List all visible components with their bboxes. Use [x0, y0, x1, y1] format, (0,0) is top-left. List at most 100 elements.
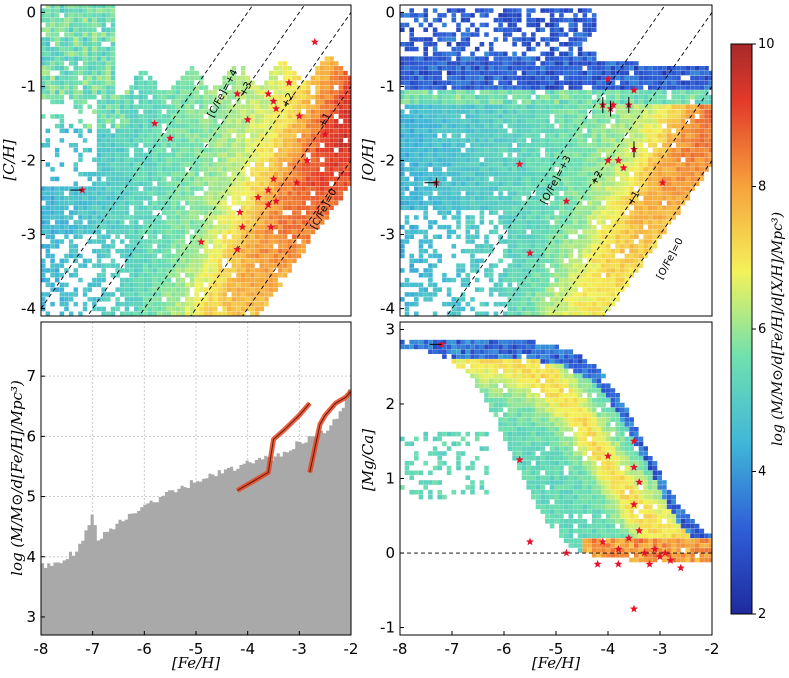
- heatmap-cell: [64, 128, 69, 134]
- heatmap-cell: [549, 99, 555, 105]
- heatmap-cell: [493, 56, 499, 61]
- heatmap-cell: [428, 147, 433, 153]
- heatmap-cell: [474, 94, 480, 100]
- heatmap-cell: [418, 56, 424, 61]
- star-marker: [197, 237, 206, 246]
- heatmap-cell: [432, 234, 438, 239]
- heatmap-cell: [194, 301, 199, 307]
- heatmap-cell: [64, 200, 69, 206]
- heatmap-cell: [254, 181, 260, 186]
- heatmap-cell: [329, 171, 334, 177]
- heatmap-cell: [213, 167, 218, 172]
- heatmap-cell: [451, 104, 457, 109]
- heatmap-cell: [68, 229, 74, 235]
- heatmap-cell: [203, 138, 209, 143]
- heatmap-cell: [222, 133, 227, 138]
- heatmap-cell: [460, 162, 466, 167]
- heatmap-cell: [166, 239, 171, 244]
- heatmap-cell: [273, 133, 278, 138]
- heatmap-cell: [442, 133, 447, 138]
- heatmap-cell: [423, 99, 428, 105]
- heatmap-cell: [437, 37, 442, 42]
- heatmap-cell: [59, 186, 65, 191]
- heatmap-cell: [82, 13, 88, 18]
- heatmap-cell: [41, 224, 46, 230]
- heatmap-cell: [409, 104, 414, 109]
- heatmap-cell: [451, 80, 457, 85]
- heatmap-cell: [296, 210, 302, 215]
- heatmap-cell: [87, 128, 92, 134]
- heatmap-cell: [577, 56, 583, 61]
- heatmap-cell: [521, 61, 527, 66]
- heatmap-cell: [587, 32, 592, 37]
- heatmap-cell: [41, 220, 46, 225]
- heatmap-cell: [45, 143, 51, 148]
- heatmap-cell: [250, 273, 255, 278]
- heatmap-cell: [465, 162, 471, 167]
- heatmap-cell: [582, 186, 588, 191]
- heatmap-cell: [250, 234, 255, 239]
- heatmap-cell: [54, 37, 60, 42]
- heatmap-cell: [526, 273, 531, 278]
- heatmap-cell: [573, 17, 578, 23]
- heatmap-cell: [166, 133, 171, 138]
- heatmap-cell: [315, 191, 320, 196]
- heatmap-cell: [437, 186, 442, 191]
- heatmap-cell: [152, 205, 158, 211]
- heatmap-cell: [535, 205, 541, 211]
- heatmap-cell: [540, 244, 545, 249]
- heatmap-cell: [535, 297, 541, 302]
- heatmap-cell: [404, 186, 410, 191]
- heatmap-cell: [442, 66, 447, 71]
- heatmap-cell: [301, 143, 306, 148]
- heatmap-cell: [306, 186, 311, 191]
- heatmap-cell: [484, 22, 489, 28]
- heatmap-cell: [143, 229, 148, 235]
- heatmap-cell: [474, 138, 480, 143]
- heatmap-cell: [423, 13, 428, 18]
- heatmap-cell: [175, 220, 181, 225]
- heatmap-cell: [50, 167, 55, 172]
- heatmap-cell: [587, 205, 592, 211]
- heatmap-cell: [254, 157, 260, 162]
- heatmap-cell: [287, 239, 292, 244]
- heatmap-cell: [498, 94, 503, 100]
- heatmap-cell: [236, 133, 241, 138]
- heatmap-cell: [306, 220, 311, 225]
- heatmap-cell: [432, 114, 438, 119]
- heatmap-cell: [479, 162, 485, 167]
- heatmap-cell: [287, 109, 292, 114]
- heatmap-cell: [259, 94, 264, 100]
- heatmap-cell: [535, 200, 541, 206]
- heatmap-cell: [282, 229, 288, 235]
- heatmap-cloud-carbon: [41, 5, 351, 316]
- heatmap-cell: [470, 171, 475, 177]
- heatmap-cell: [507, 277, 513, 283]
- heatmap-cell: [227, 157, 232, 162]
- heatmap-cell: [573, 186, 578, 191]
- heatmap-cell: [106, 37, 111, 42]
- heatmap-cell: [64, 186, 69, 191]
- heatmap-cell: [82, 258, 88, 264]
- heatmap-cell: [465, 191, 471, 196]
- heatmap-cell: [129, 220, 134, 225]
- heatmap-cell: [213, 147, 218, 153]
- heatmap-cell: [338, 186, 344, 191]
- heatmap-cell: [110, 80, 116, 85]
- heatmap-cell: [213, 94, 218, 100]
- heatmap-cell: [175, 119, 181, 124]
- heatmap-cell: [54, 46, 60, 52]
- heatmap-cell: [152, 114, 158, 119]
- heatmap-cell: [73, 80, 78, 85]
- heatmap-cell: [507, 210, 513, 215]
- heatmap-cell: [587, 80, 592, 85]
- heatmap-cell: [110, 196, 116, 201]
- heatmap-cell: [129, 128, 134, 134]
- heatmap-cell: [245, 94, 251, 100]
- heatmap-cell: [282, 143, 288, 148]
- heatmap-cell: [292, 147, 297, 153]
- heatmap-cell: [87, 94, 92, 100]
- heatmap-cell: [507, 248, 513, 254]
- heatmap-cell: [264, 171, 269, 177]
- heatmap-cell: [157, 186, 162, 191]
